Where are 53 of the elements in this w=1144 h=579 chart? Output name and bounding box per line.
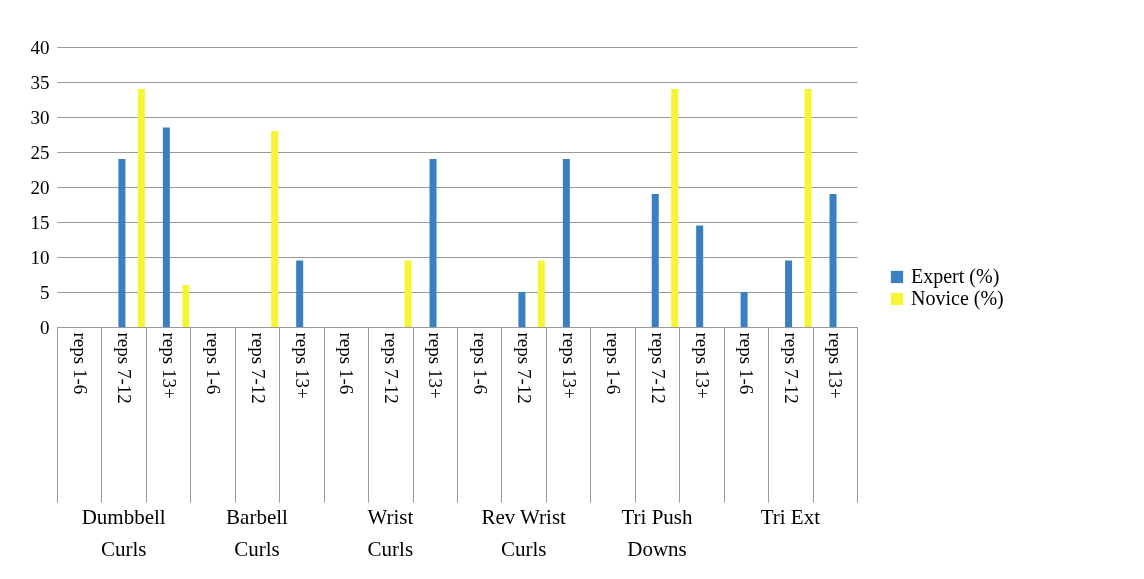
bar xyxy=(518,292,526,327)
text: Wrist Curls xyxy=(367,505,414,561)
x-tick-label: reps 7-12 xyxy=(780,332,802,404)
bar xyxy=(137,89,145,327)
x-tick-label: reps 7-12 xyxy=(514,332,536,404)
bar xyxy=(296,260,304,327)
bar xyxy=(696,225,704,327)
x-tick-label: reps 1-6 xyxy=(69,332,91,395)
x-tick-label: reps 1-6 xyxy=(736,332,758,395)
x-tick-label: reps 7-12 xyxy=(647,332,669,404)
bar xyxy=(829,194,837,327)
text: Dumbbell Curls xyxy=(81,505,166,561)
y-tick-label: 35 xyxy=(30,71,50,93)
bar xyxy=(182,285,190,327)
x-tick-label: reps 13+ xyxy=(425,332,447,399)
bar xyxy=(404,260,412,327)
x-tick-label: reps 13+ xyxy=(291,332,313,399)
bar xyxy=(162,127,170,327)
bar xyxy=(671,89,679,327)
bar xyxy=(740,292,748,327)
x-tick-label: reps 7-12 xyxy=(247,332,269,404)
y-tick-label: 40 xyxy=(30,36,50,58)
x-tick-label: reps 13+ xyxy=(158,332,180,399)
y-tick-label: 25 xyxy=(30,141,50,163)
x-tick-label: reps 1-6 xyxy=(603,332,625,395)
y-tick-label: 30 xyxy=(30,106,50,128)
bar xyxy=(118,159,126,327)
x-tick-label: reps 13+ xyxy=(558,332,580,399)
x-tick-label: reps 1-6 xyxy=(469,332,491,395)
text: Tri Push Downs xyxy=(621,505,693,561)
x-tick-label: reps 13+ xyxy=(825,332,847,399)
legend-label: Novice (%) xyxy=(911,287,1004,310)
bar xyxy=(537,260,545,327)
x-tick-label: reps 1-6 xyxy=(336,332,358,395)
bar xyxy=(271,131,279,327)
x-tick-label: reps 7-12 xyxy=(114,332,136,404)
text: Tri Ext xyxy=(760,505,821,529)
legend-label: Expert (%) xyxy=(911,265,1000,288)
x-tick-label: reps 7-12 xyxy=(380,332,402,404)
y-tick-label: 20 xyxy=(30,176,50,198)
y-tick-label: 5 xyxy=(40,281,50,303)
y-tick-label: 15 xyxy=(30,211,50,233)
bar xyxy=(651,194,659,327)
bar xyxy=(804,89,812,327)
bar xyxy=(429,159,437,327)
x-tick-label: reps 13+ xyxy=(691,332,713,399)
text: Barbell Curls xyxy=(226,505,289,561)
bar xyxy=(562,159,570,327)
text: Rev Wrist Curls xyxy=(481,505,567,561)
x-tick-label: reps 1-6 xyxy=(203,332,225,395)
bar xyxy=(785,260,793,327)
y-tick-label: 0 xyxy=(40,316,50,338)
y-tick-label: 10 xyxy=(30,246,50,268)
